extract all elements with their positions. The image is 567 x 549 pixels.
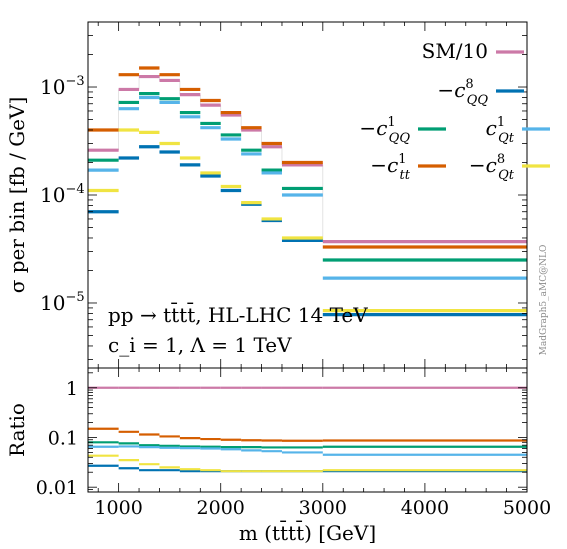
legend-label: −c1 QQ <box>359 115 410 146</box>
upper-ylabel: σ per bin [fb / GeV] <box>5 97 29 294</box>
lower-ylabel: Ratio <box>5 403 29 457</box>
xtick-label: 4000 <box>401 497 449 519</box>
xtick-label: 5000 <box>503 497 551 519</box>
legend-label: SM/10 <box>422 39 488 63</box>
annotation-process: pp → tt̄tt̄, HL-LHC 14 TeV <box>108 302 368 327</box>
legend-label: −c1 tt <box>370 152 410 183</box>
legend-label: c1 Qt <box>486 115 515 146</box>
legend-label: −c8 Qt <box>469 152 515 183</box>
lower-frame <box>87 367 528 493</box>
lower-series <box>88 386 527 473</box>
upper-ytick-label: 10−4 <box>40 182 85 207</box>
xtick-label: 2000 <box>197 497 245 519</box>
watermark: MadGraph5_aMC@NLO <box>539 245 549 356</box>
upper-ytick-labels: 10−3 10−4 10−5 <box>40 74 85 315</box>
annotation-couplings: c_i = 1, Λ = 1 TeV <box>108 333 292 357</box>
xtick-labels: 1000 2000 3000 4000 5000 <box>94 497 551 519</box>
xtick-label: 3000 <box>299 497 347 519</box>
upper-ytick-label: 10−5 <box>40 290 85 315</box>
lower-ytick-label: 0.01 <box>36 477 78 499</box>
upper-series <box>88 66 527 317</box>
ticks <box>88 21 528 493</box>
lower-ytick-label: 1 <box>66 378 78 400</box>
legend: SM/10 −c8 QQ −c1 QQ c1 Qt −c1 tt −c8 Qt <box>359 39 550 183</box>
upper-ytick-label: 10−3 <box>40 74 85 99</box>
legend-label: −c8 QQ <box>437 77 488 108</box>
lower-ytick-label: 0.1 <box>48 427 78 449</box>
xtick-label: 1000 <box>94 497 142 519</box>
lower-ytick-labels: 1 0.1 0.01 <box>36 378 78 499</box>
xlabel: m (tt̄tt̄) [GeV] <box>239 520 376 545</box>
